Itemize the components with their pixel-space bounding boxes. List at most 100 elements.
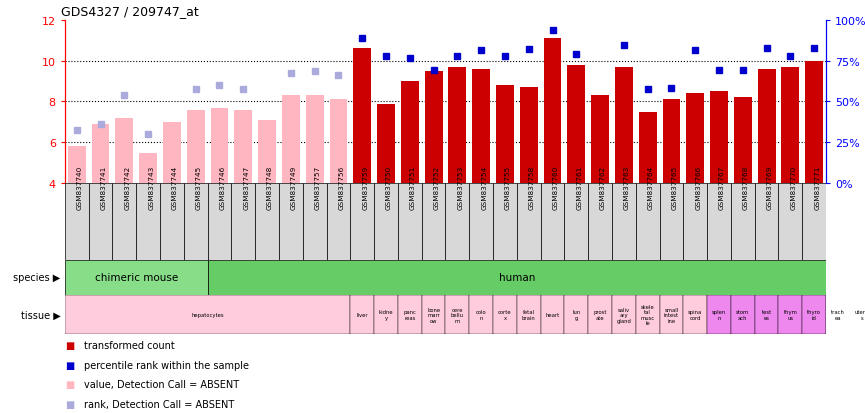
Text: GSM837762: GSM837762 (600, 166, 606, 210)
Bar (686, 94, 704, 184)
Bar (350, 295, 375, 335)
Text: GSM837749: GSM837749 (291, 166, 297, 210)
Bar (398, 295, 422, 335)
Bar (445, 295, 469, 335)
Text: GSM837771: GSM837771 (814, 166, 820, 210)
Text: liver: liver (356, 312, 368, 318)
Bar (88, 184, 112, 260)
Text: panc
reas: panc reas (403, 310, 416, 320)
Text: GSM837753: GSM837753 (458, 166, 464, 210)
Bar (541, 295, 564, 335)
Bar (758, 69, 776, 184)
Text: GSM837750: GSM837750 (386, 166, 392, 210)
Bar (588, 184, 612, 260)
Text: GSM837748: GSM837748 (267, 166, 273, 210)
Bar (708, 184, 731, 260)
Text: ■: ■ (65, 360, 74, 370)
Bar (65, 295, 350, 335)
Bar (187, 110, 205, 184)
Bar (826, 295, 849, 335)
Text: GSM837744: GSM837744 (172, 166, 178, 210)
Bar (92, 125, 110, 184)
Text: GSM837742: GSM837742 (125, 166, 131, 210)
Text: splen
n: splen n (712, 310, 726, 320)
Bar (612, 295, 636, 335)
Text: GSM837765: GSM837765 (671, 166, 677, 210)
Bar (445, 184, 469, 260)
Bar (255, 184, 279, 260)
Text: GSM837759: GSM837759 (362, 166, 368, 210)
Bar (350, 184, 375, 260)
Bar (591, 96, 609, 184)
Text: GSM837741: GSM837741 (100, 166, 106, 210)
Bar (683, 295, 708, 335)
Text: value, Detection Call = ABSENT: value, Detection Call = ABSENT (84, 380, 239, 389)
Text: ■: ■ (65, 380, 74, 389)
Text: GSM837740: GSM837740 (77, 166, 83, 210)
Bar (708, 295, 731, 335)
Text: GSM837751: GSM837751 (410, 166, 416, 210)
Bar (353, 49, 371, 184)
Bar (659, 295, 683, 335)
Text: prost
ate: prost ate (593, 310, 607, 320)
Text: GSM837743: GSM837743 (148, 166, 154, 210)
Text: GSM837757: GSM837757 (315, 166, 321, 210)
Text: hepatocytes: hepatocytes (191, 312, 224, 318)
Text: thyro
id: thyro id (807, 310, 821, 320)
Bar (731, 295, 754, 335)
Text: bone
marr
ow: bone marr ow (427, 307, 440, 323)
Text: ■: ■ (65, 399, 74, 409)
Bar (781, 68, 799, 184)
Bar (330, 100, 348, 184)
Text: rank, Detection Call = ABSENT: rank, Detection Call = ABSENT (84, 399, 234, 409)
Text: lun
g: lun g (572, 310, 580, 320)
Bar (636, 184, 659, 260)
Bar (520, 88, 538, 184)
Text: GSM837758: GSM837758 (529, 166, 535, 210)
Bar (375, 295, 398, 335)
Text: thym
us: thym us (784, 310, 798, 320)
Bar (232, 184, 255, 260)
Bar (327, 184, 350, 260)
Bar (422, 295, 445, 335)
Bar (137, 184, 160, 260)
Bar (234, 110, 253, 184)
Text: GSM837760: GSM837760 (553, 166, 559, 210)
Bar (67, 147, 86, 184)
Bar (305, 96, 324, 184)
Bar (303, 184, 327, 260)
Bar (139, 153, 157, 184)
Bar (375, 184, 398, 260)
Bar (731, 184, 754, 260)
Text: trach
ea: trach ea (831, 310, 845, 320)
Text: GSM837763: GSM837763 (624, 166, 630, 210)
Text: corte
x: corte x (498, 310, 512, 320)
Text: stom
ach: stom ach (736, 310, 749, 320)
Bar (564, 295, 588, 335)
Text: GSM837745: GSM837745 (195, 166, 202, 210)
Bar (400, 82, 419, 184)
Bar (425, 71, 443, 184)
Bar (638, 112, 657, 184)
Text: percentile rank within the sample: percentile rank within the sample (84, 360, 249, 370)
Bar (564, 184, 588, 260)
Text: test
es: test es (761, 310, 772, 320)
Text: chimeric mouse: chimeric mouse (94, 273, 178, 283)
Text: GSM837766: GSM837766 (695, 166, 702, 210)
Text: GSM837746: GSM837746 (220, 166, 226, 210)
Bar (210, 108, 228, 184)
Bar (710, 92, 728, 184)
Text: tissue ▶: tissue ▶ (21, 310, 61, 320)
Text: GSM837764: GSM837764 (648, 166, 654, 210)
Text: GSM837756: GSM837756 (338, 166, 344, 210)
Text: cere
bellu
m: cere bellu m (451, 307, 464, 323)
Text: GSM837761: GSM837761 (576, 166, 582, 210)
Bar (493, 295, 517, 335)
Bar (65, 260, 208, 295)
Bar (258, 121, 276, 184)
Bar (469, 295, 493, 335)
Bar (754, 184, 778, 260)
Bar (612, 184, 636, 260)
Bar (683, 184, 708, 260)
Bar (541, 184, 564, 260)
